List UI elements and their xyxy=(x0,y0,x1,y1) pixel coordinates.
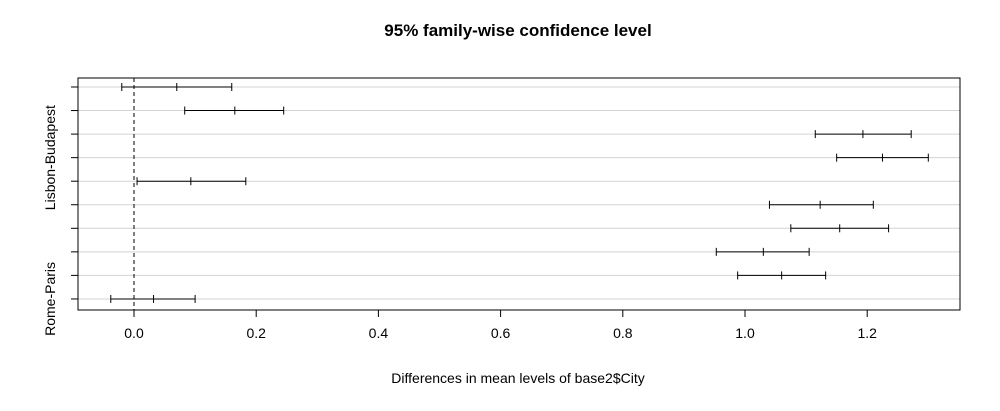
y-axis: Lisbon-Budapest Rome-Paris xyxy=(42,86,79,336)
interval xyxy=(110,294,196,303)
y-tick-label: Lisbon-Budapest xyxy=(42,105,58,210)
intervals xyxy=(110,83,929,303)
x-tick-label: 1.0 xyxy=(735,325,755,341)
grid-lines xyxy=(78,86,960,300)
x-axis-label: Differences in mean levels of base2$City xyxy=(391,370,644,386)
x-tick-label: 0.2 xyxy=(246,325,266,341)
interval xyxy=(184,106,285,115)
x-tick-label: 0.8 xyxy=(613,325,633,341)
x-axis: 0.0 0.2 0.4 0.6 0.8 1.0 1.2 xyxy=(124,309,877,341)
interval xyxy=(768,200,874,209)
interval xyxy=(814,130,912,139)
interval xyxy=(836,153,929,162)
interval xyxy=(715,247,810,256)
y-tick-label: Rome-Paris xyxy=(42,262,58,336)
x-tick-label: 1.2 xyxy=(857,325,877,341)
interval xyxy=(121,83,233,91)
x-tick-label: 0.6 xyxy=(491,325,511,341)
interval xyxy=(737,271,827,280)
interval xyxy=(790,224,890,233)
x-tick-label: 0.0 xyxy=(124,325,144,341)
chart-title: 95% family-wise confidence level xyxy=(384,21,651,40)
x-tick-label: 0.4 xyxy=(369,325,389,341)
interval xyxy=(136,177,247,186)
